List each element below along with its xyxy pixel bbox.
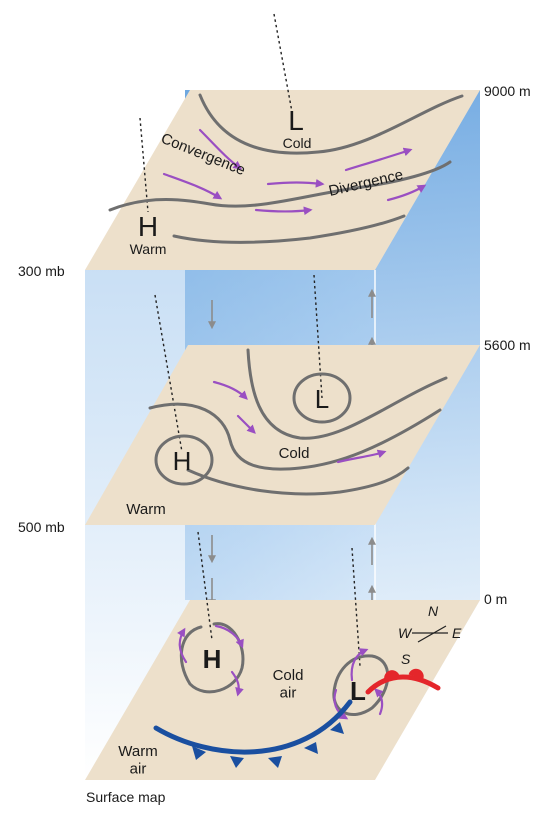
wind-arrow <box>350 648 369 682</box>
cold-front-barb <box>304 742 318 754</box>
cold-front-barb <box>230 756 244 768</box>
middle-isobar <box>246 348 448 440</box>
wind-arrow <box>336 449 387 464</box>
upper-isobar <box>172 214 406 244</box>
500mb-plane <box>85 345 480 525</box>
wind-arrow <box>162 172 223 200</box>
surface-plane: N E W S H L Cold air Warm air <box>85 531 480 780</box>
wind-arrow <box>236 414 256 434</box>
wind-arrow <box>177 627 188 664</box>
upper-low-symbol: L <box>288 105 304 136</box>
wind-arrow <box>374 688 384 716</box>
middle-warm-label: Warm <box>126 501 165 518</box>
compass-rose: N E W S <box>398 603 462 667</box>
upper-low-axis-line <box>273 13 293 113</box>
cold-front-barb <box>268 756 282 768</box>
compass-north: N <box>428 603 439 619</box>
compass-east: E <box>452 625 462 641</box>
upper-isobar <box>198 93 464 155</box>
surface-low-symbol: L <box>350 676 366 706</box>
cold-front <box>153 699 353 755</box>
compass-south: S <box>401 651 411 667</box>
upper-high-symbol: H <box>138 211 158 242</box>
cold-air-label: Cold air <box>273 667 304 701</box>
compass-west: W <box>398 625 413 641</box>
surface-high-symbol: H <box>203 644 222 674</box>
high-axis-line <box>197 531 213 641</box>
wind-arrow <box>254 206 313 216</box>
cold-front-barb <box>192 746 206 760</box>
wind-arrow <box>198 128 243 170</box>
wind-arrow <box>333 688 349 720</box>
middle-plane: L H Cold Warm <box>85 274 480 525</box>
pressure-300-label: 300 mb <box>18 263 65 279</box>
middle-low-symbol: L <box>315 384 329 414</box>
altitude-0-label: 0 m <box>484 591 507 607</box>
upper-warm-label: Warm <box>130 241 167 257</box>
warm-front <box>365 674 441 695</box>
warm-air-label: Warm air <box>118 743 157 777</box>
upper-isobar <box>108 160 452 212</box>
upper-cold-label: Cold <box>283 135 312 151</box>
upper-plane: L Cold H Warm Convergence Divergence <box>85 13 480 270</box>
cold-front-barb <box>330 722 344 734</box>
side-labels: 9000 m 5600 m 0 m 300 mb 500 mb Surface … <box>18 83 531 805</box>
middle-low-axis-line <box>313 274 323 399</box>
middle-isobar <box>186 466 410 496</box>
altitude-9000-label: 9000 m <box>484 83 531 99</box>
wind-arrow <box>214 624 244 649</box>
wind-arrow <box>212 380 248 400</box>
middle-isobar <box>148 402 442 471</box>
upper-high-axis-line <box>139 117 149 213</box>
wind-arrow <box>230 670 244 697</box>
middle-cold-label: Cold <box>279 445 310 462</box>
altitude-5600-label: 5600 m <box>484 337 531 353</box>
wind-arrow <box>344 147 413 172</box>
middle-high-isobar <box>154 434 214 486</box>
surface-map-title: Surface map <box>86 789 166 805</box>
middle-low-isobar <box>292 372 352 424</box>
compass-ns-axis <box>417 625 447 643</box>
middle-high-axis-line <box>154 294 183 453</box>
warm-front-bump <box>408 668 424 679</box>
wind-arrow <box>266 178 325 188</box>
middle-high-symbol: H <box>173 446 192 476</box>
warm-front-bump <box>384 670 400 681</box>
pressure-500-label: 500 mb <box>18 519 65 535</box>
wind-arrow <box>386 184 427 202</box>
